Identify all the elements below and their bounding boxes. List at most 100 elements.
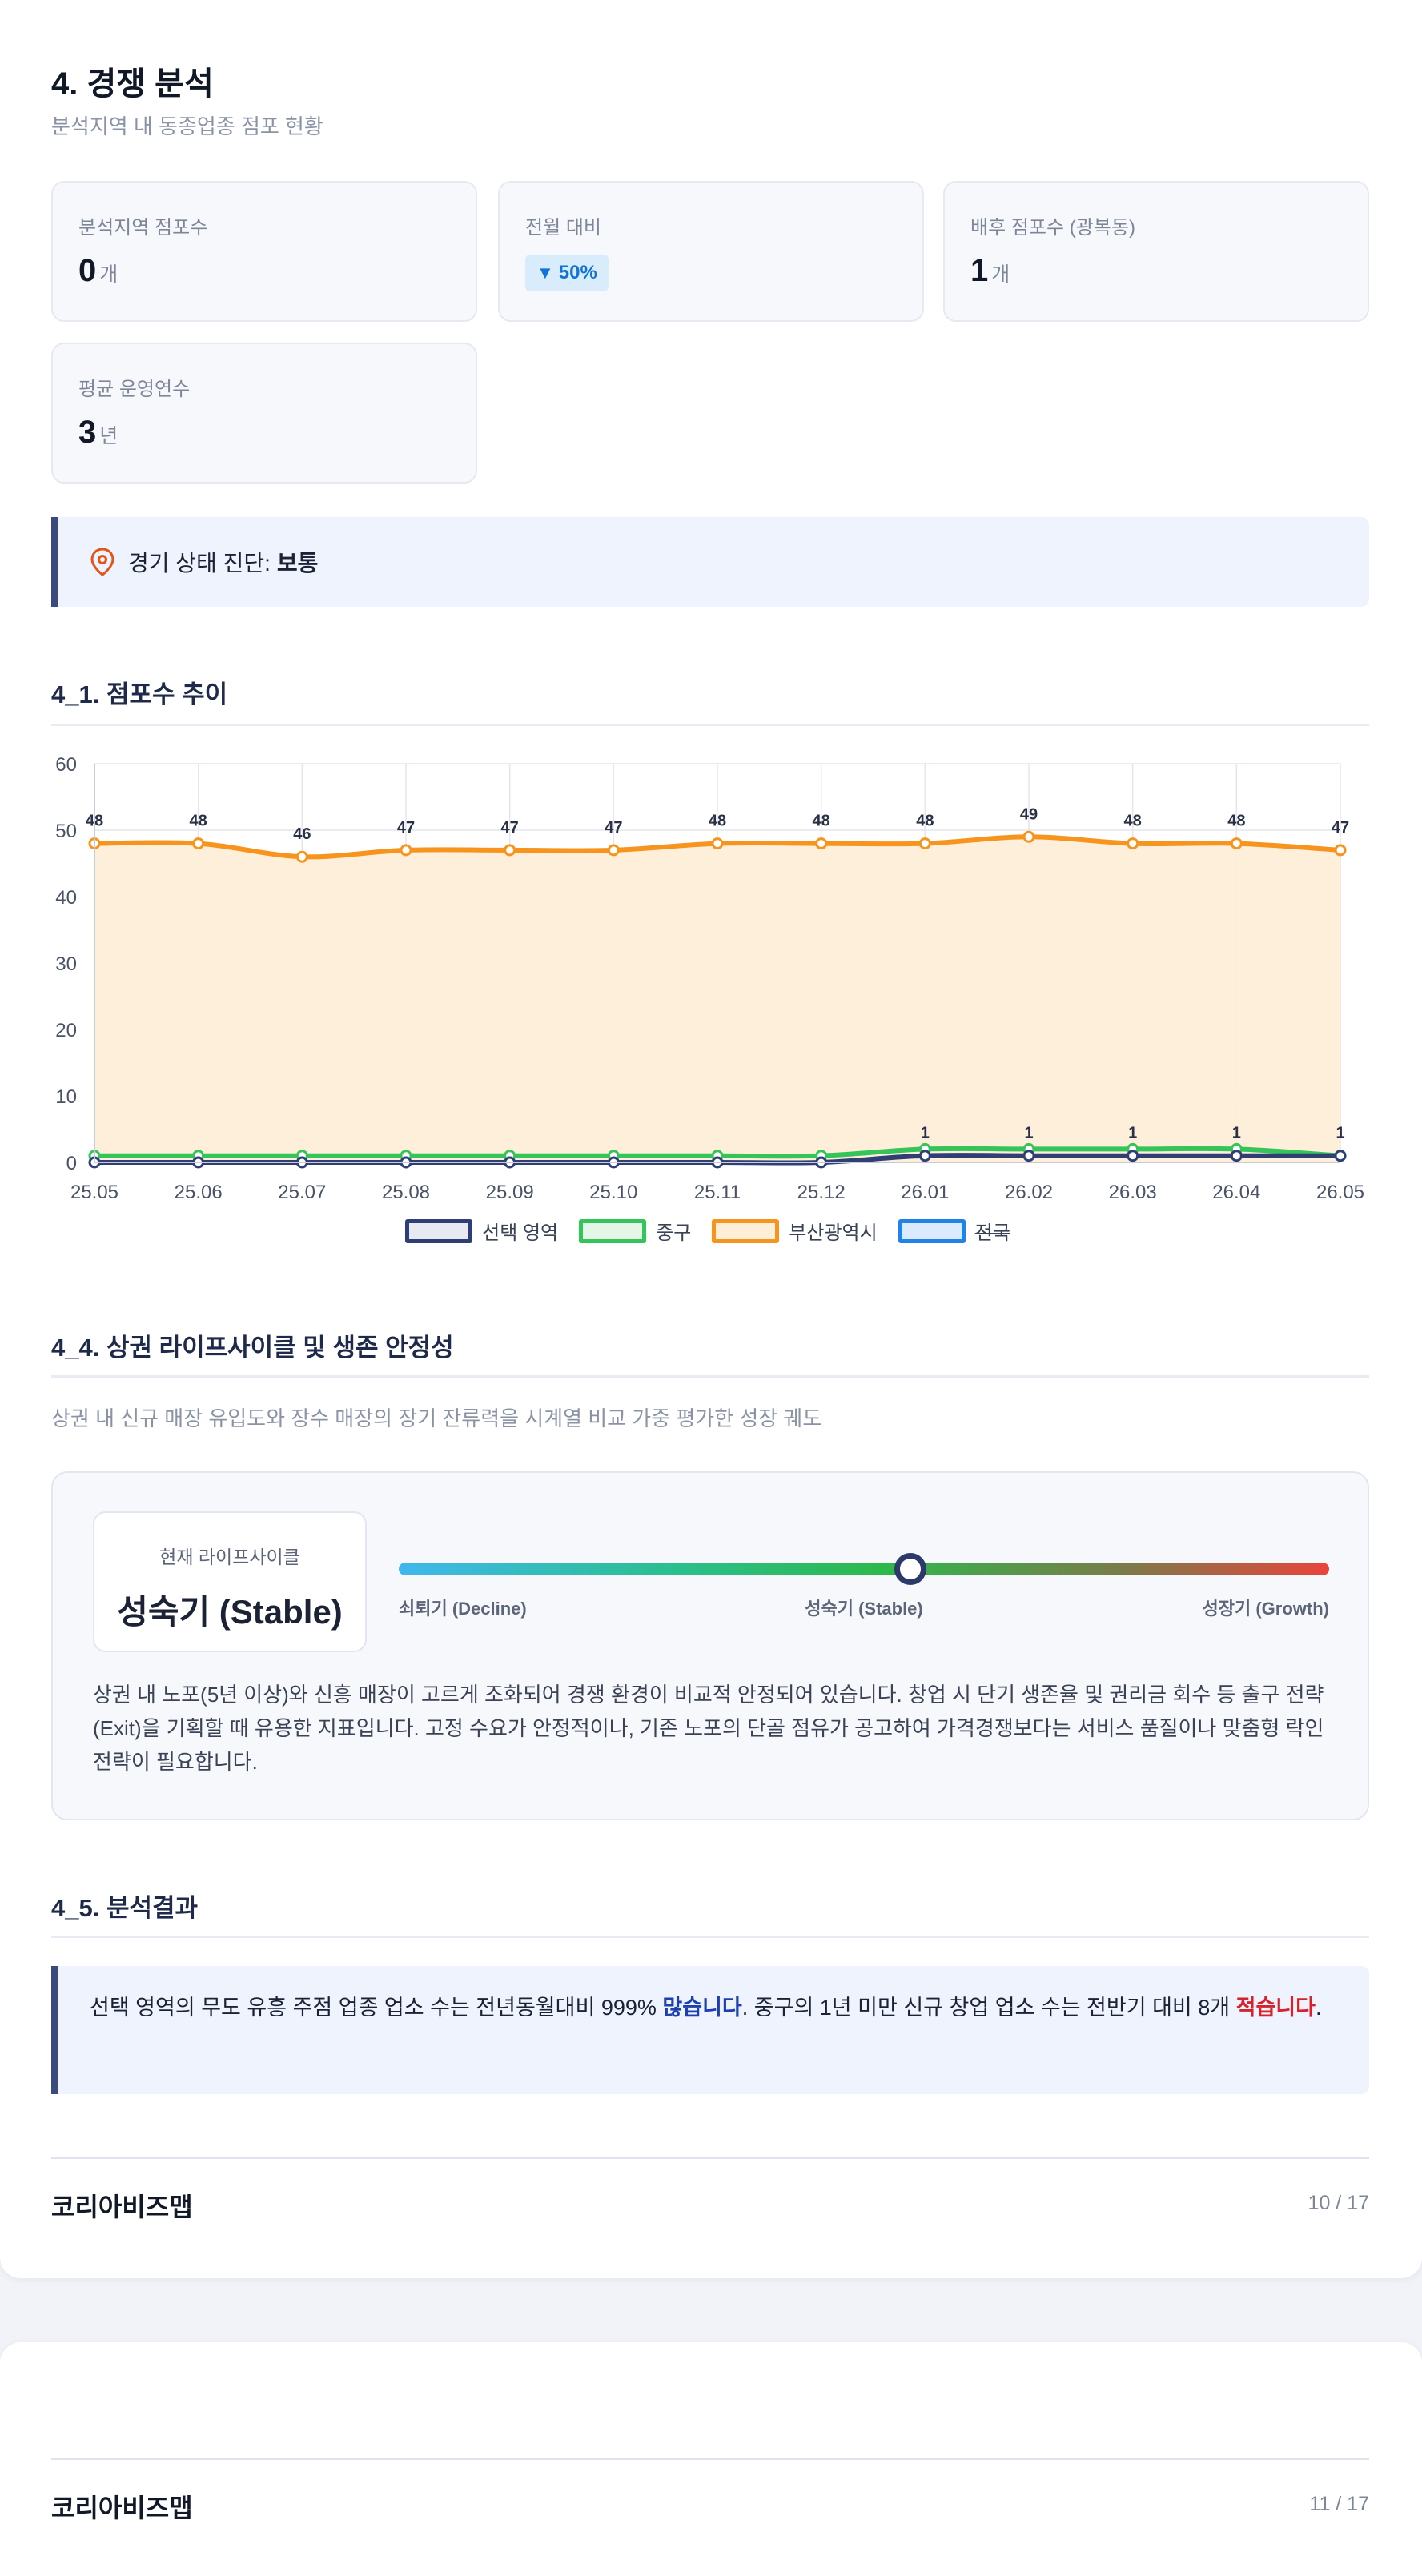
result-text: 선택 영역의 무도 유흥 주점 업종 업소 수는 전년동월대비 999% <box>90 1996 663 2020</box>
change-badge: ▼ 50% <box>525 255 609 291</box>
data-point <box>1022 830 1035 843</box>
stat-card-mom: 전월 대비 ▼ 50% <box>498 181 924 322</box>
section-subtitle: 분석지역 내 동종업종 점포 현황 <box>51 114 323 138</box>
page-number: 10 / 17 <box>1308 2192 1369 2214</box>
data-label: 49 <box>1020 805 1038 823</box>
data-label: 1 <box>921 1125 930 1142</box>
divider <box>51 1936 1369 1938</box>
y-tick-label: 40 <box>55 887 77 909</box>
stat-unit: 개 <box>991 263 1010 286</box>
stat-label: 평균 운영연수 <box>78 379 191 400</box>
lifecycle-title: 4_4. 상권 라이프사이클 및 생존 안정성 <box>51 1334 454 1362</box>
footer-brand: 코리아비즈맵 <box>51 2193 193 2221</box>
footer-brand: 코리아비즈맵 <box>51 2494 193 2522</box>
data-point <box>711 837 724 850</box>
lifecycle-panel: 현재 라이프사이클 성숙기 (Stable) 쇠퇴기 (Decline) 성숙기… <box>51 1471 1369 1820</box>
store-count-line-chart: 0 10 20 30 40 50 60 25.05 25.06 25.07 25.08 25.09 25… <box>55 754 1364 1203</box>
data-label: 1 <box>1232 1125 1241 1142</box>
trend-title: 4_1. 점포수 추이 <box>51 680 228 708</box>
result-banner: 선택 영역의 무도 유흥 주점 업종 업소 수는 전년동월대비 999% 많습니… <box>51 1966 1369 2094</box>
legend-swatch <box>579 1218 647 1243</box>
data-point <box>607 844 620 857</box>
data-label: 48 <box>1227 813 1245 830</box>
legend-swatch <box>405 1218 473 1243</box>
y-tick-label: 20 <box>55 1020 77 1041</box>
lifecycle-gradient-bar <box>399 1563 1329 1575</box>
x-tick-label: 25.05 <box>70 1182 118 1203</box>
data-label: 48 <box>813 813 830 830</box>
data-point <box>192 837 205 850</box>
legend-swatch <box>898 1218 966 1243</box>
data-label: 47 <box>397 819 415 837</box>
data-label: 47 <box>605 819 622 837</box>
data-point <box>1127 1150 1139 1162</box>
chart-legend: 선택 영역 중구 부산광역시 전국 <box>0 1217 1422 1245</box>
series-area <box>94 837 1340 1162</box>
data-point <box>918 837 931 850</box>
legend-item-selected[interactable]: 선택 영역 <box>405 1217 558 1245</box>
current-stage-label: 현재 라이프사이클 <box>159 1547 300 1567</box>
stat-label: 분석지역 점포수 <box>78 217 208 239</box>
y-tick-label: 30 <box>55 953 77 975</box>
stat-unit: 개 <box>99 263 118 286</box>
x-tick-label: 25.12 <box>797 1182 846 1203</box>
legend-item-busan[interactable]: 부산광역시 <box>712 1217 878 1245</box>
stat-label: 전월 대비 <box>525 217 601 239</box>
diagnosis-label: 경기 상태 진단: <box>128 551 271 576</box>
data-point <box>1334 1150 1347 1162</box>
data-label: 1 <box>1024 1125 1033 1142</box>
lifecycle-position-marker <box>894 1553 927 1585</box>
legend-label: 선택 영역 <box>482 1222 559 1244</box>
stat-value: 1 <box>970 253 989 288</box>
section-title: 4. 경쟁 분석 <box>51 66 214 102</box>
result-emphasis-less: 적습니다 <box>1235 1996 1316 2020</box>
change-value: 50% <box>558 262 597 283</box>
data-point <box>1127 837 1139 850</box>
legend-item-national[interactable]: 전국 <box>898 1217 1010 1245</box>
data-point <box>1334 844 1347 857</box>
x-tick-label: 26.05 <box>1316 1182 1364 1203</box>
x-tick-label: 25.06 <box>175 1182 223 1203</box>
divider <box>51 1375 1369 1378</box>
scale-label-stable: 성숙기 (Stable) <box>805 1599 923 1619</box>
x-tick-label: 25.07 <box>278 1182 326 1203</box>
x-tick-label: 25.09 <box>486 1182 534 1203</box>
data-label: 48 <box>709 813 726 830</box>
divider <box>51 724 1369 726</box>
data-label: 48 <box>1124 813 1142 830</box>
stat-unit: 년 <box>99 425 118 447</box>
footer-divider <box>51 2157 1369 2159</box>
location-pin-icon <box>90 548 114 576</box>
page-number: 11 / 17 <box>1309 2493 1369 2515</box>
legend-label: 중구 <box>656 1222 692 1244</box>
legend-item-junggu[interactable]: 중구 <box>579 1217 691 1245</box>
data-point <box>815 837 828 850</box>
x-tick-label: 26.03 <box>1109 1182 1157 1203</box>
footer-divider <box>51 2458 1369 2460</box>
diagnosis-banner: 경기 상태 진단: 보통 <box>51 517 1369 607</box>
x-tick-label: 25.08 <box>382 1182 430 1203</box>
x-tick-label: 25.10 <box>589 1182 637 1203</box>
down-triangle-icon: ▼ <box>536 263 554 283</box>
report-page-next: 코리아비즈맵 11 / 17 <box>0 2342 1422 2576</box>
scale-label-growth: 성장기 (Growth) <box>1202 1599 1329 1619</box>
result-title: 4_5. 분석결과 <box>51 1894 199 1922</box>
data-point <box>918 1150 931 1162</box>
result-text: . 중구의 1년 미만 신규 창업 업소 수는 전반기 대비 8개 <box>741 1996 1236 2020</box>
stat-value: 0 <box>78 253 97 288</box>
legend-label: 전국 <box>974 1222 1010 1244</box>
data-point <box>1022 1150 1035 1162</box>
data-point <box>1230 837 1243 850</box>
legend-label: 부산광역시 <box>789 1222 878 1244</box>
current-stage-value: 성숙기 (Stable) <box>117 1593 343 1631</box>
stat-label: 배후 점포수 (광복동) <box>970 217 1135 239</box>
data-label: 47 <box>501 819 519 837</box>
stat-value: 3 <box>78 415 97 450</box>
y-tick-label: 0 <box>66 1153 77 1174</box>
data-label: 48 <box>916 813 934 830</box>
data-label: 48 <box>190 813 207 830</box>
data-label: 1 <box>1336 1125 1344 1142</box>
